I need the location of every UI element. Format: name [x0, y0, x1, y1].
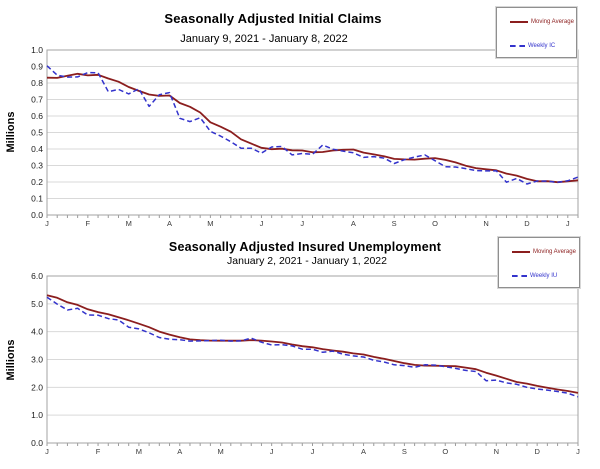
y-tick-label: 0.2 — [31, 177, 43, 187]
initial-claims-y-axis-label: Millions — [5, 111, 17, 153]
legend-label: Weekly IU — [530, 272, 558, 279]
month-label: F — [96, 447, 101, 456]
month-label: A — [177, 447, 182, 456]
y-tick-label: 0.0 — [31, 210, 43, 220]
month-label: J — [300, 219, 304, 228]
weekly-dashed-line-icon — [510, 44, 525, 47]
month-label: N — [494, 447, 499, 456]
initial-claims-plot: 1.00.90.80.70.60.50.40.30.20.10.0J F M A M J J… — [31, 45, 579, 228]
y-tick-label: 0.7 — [31, 95, 43, 105]
month-label: M — [217, 447, 223, 456]
month-label: D — [524, 219, 530, 228]
insured-unemployment-title: Seasonally Adjusted Insured Unemployment — [168, 240, 442, 254]
moving-average-line — [46, 72, 579, 184]
initial-claims-subtitle: January 9, 2021 - January 8, 2022 — [180, 33, 348, 45]
y-tick-label: 0.1 — [31, 194, 43, 204]
month-label: J — [270, 447, 274, 456]
insured-unemployment-subtitle: January 2, 2021 - January 1, 2022 — [227, 255, 387, 267]
month-label: D — [534, 447, 540, 456]
month-label: J — [260, 219, 264, 228]
y-tick-label: 0.5 — [31, 128, 43, 138]
y-tick-label: 5.0 — [31, 299, 43, 309]
y-tick-label: 0.6 — [31, 111, 43, 121]
month-label: J — [576, 447, 580, 456]
y-tick-label: 2.0 — [31, 382, 43, 392]
insured-unemployment-legend: Moving Average Weekly IU — [497, 236, 581, 289]
y-tick-label: 1.0 — [31, 45, 43, 55]
month-label: N — [483, 219, 488, 228]
moving-average-line-icon — [510, 20, 528, 23]
month-label: J — [566, 219, 570, 228]
y-tick-label: 6.0 — [31, 271, 43, 281]
y-tick-label: 1.0 — [31, 410, 43, 420]
month-label: J — [311, 447, 315, 456]
moving-average-line-icon — [512, 250, 530, 253]
moving-average-line — [46, 294, 579, 394]
y-tick-label: 0.4 — [31, 144, 43, 154]
legend-entry-moving-average: Moving Average — [510, 16, 576, 27]
legend-label: Moving Average — [533, 248, 576, 255]
y-tick-label: 0.8 — [31, 78, 43, 88]
month-label: A — [361, 447, 366, 456]
legend-entry-moving-average: Moving Average — [512, 246, 579, 257]
month-label: S — [402, 447, 407, 456]
plot-frame — [46, 49, 579, 216]
legend-entry-weekly-iu: Weekly IU — [512, 270, 579, 281]
month-label: A — [167, 219, 172, 228]
legend-label: Weekly IC — [528, 42, 556, 49]
y-tick-label: 0.0 — [31, 438, 43, 448]
month-label: M — [126, 219, 132, 228]
insured-unemployment-y-axis-label: Millions — [5, 339, 17, 381]
y-tick-label: 0.9 — [31, 62, 43, 72]
legend-entry-weekly-ic: Weekly IC — [510, 40, 576, 51]
y-tick-label: 3.0 — [31, 355, 43, 365]
plot-frame — [46, 275, 579, 444]
month-label: M — [207, 219, 213, 228]
weekly-dashed-line-icon — [512, 274, 527, 277]
month-label: S — [392, 219, 397, 228]
month-label: J — [45, 447, 49, 456]
weekly-line — [46, 65, 579, 185]
month-label: O — [442, 447, 448, 456]
month-label: J — [45, 219, 49, 228]
y-tick-label: 4.0 — [31, 327, 43, 337]
legend-label: Moving Average — [531, 18, 574, 25]
month-label: A — [351, 219, 356, 228]
weekly-line — [46, 296, 579, 398]
insured-unemployment-plot: 6.05.04.03.02.01.00.0J F M A M J J A S O N D J — [31, 271, 580, 456]
y-tick-label: 0.3 — [31, 161, 43, 171]
month-label: O — [432, 219, 438, 228]
initial-claims-legend: Moving Average Weekly IC — [495, 6, 578, 59]
initial-claims-title: Seasonally Adjusted Initial Claims — [164, 11, 382, 26]
month-label: M — [136, 447, 142, 456]
month-label: F — [86, 219, 91, 228]
